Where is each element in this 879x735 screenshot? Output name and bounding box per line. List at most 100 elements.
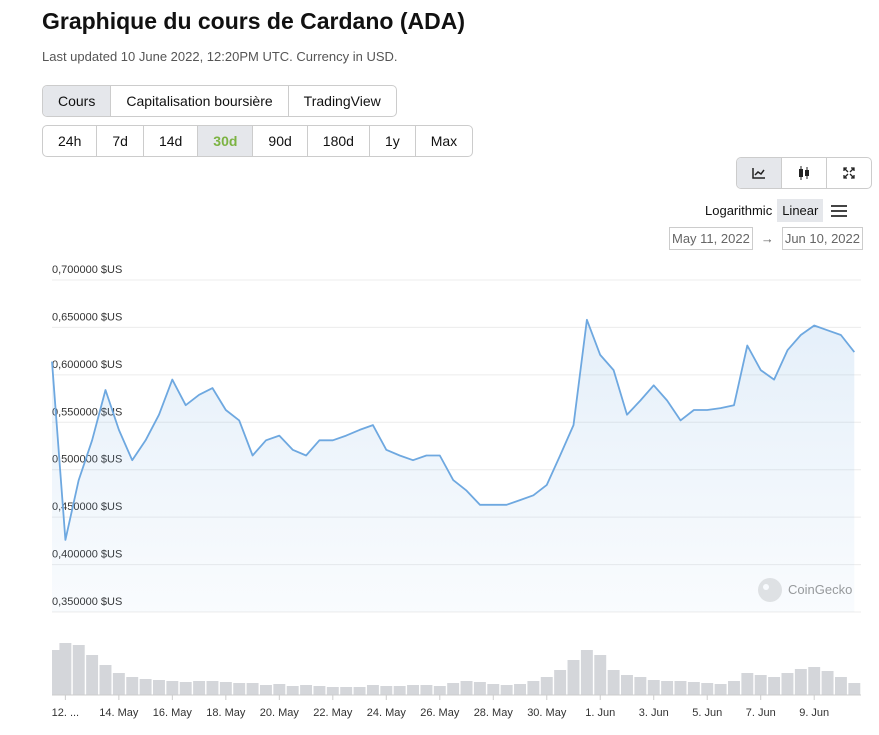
volume-bar bbox=[86, 655, 99, 695]
x-tick-label: 26. May bbox=[420, 707, 460, 719]
x-tick-label: 9. Jun bbox=[799, 707, 829, 719]
range[interactable]: 90d bbox=[253, 126, 308, 156]
volume-bar bbox=[420, 685, 433, 695]
y-tick-label: 0,650000 $US bbox=[52, 311, 122, 323]
range[interactable]: 7d bbox=[97, 126, 144, 156]
volume-bar bbox=[500, 685, 513, 695]
volume-bar bbox=[219, 682, 232, 695]
price-area bbox=[52, 319, 855, 612]
volume-bar bbox=[300, 685, 313, 695]
volume-bar bbox=[808, 667, 821, 695]
volume-bar bbox=[580, 650, 593, 695]
volume-bar bbox=[621, 675, 633, 695]
volume-bar bbox=[540, 677, 553, 695]
volume-bar bbox=[233, 683, 246, 695]
range[interactable]: 180d bbox=[308, 126, 370, 156]
menu[interactable] bbox=[831, 204, 848, 217]
x-tick-label: 12. ... bbox=[52, 707, 80, 719]
volume-bar bbox=[674, 681, 687, 695]
tab[interactable]: Cours bbox=[43, 86, 112, 116]
price-line bbox=[51, 318, 856, 541]
candle-view[interactable] bbox=[782, 158, 827, 188]
title: Graphique du cours de Cardano (ADA) bbox=[42, 8, 465, 34]
volume-bar bbox=[126, 677, 139, 695]
volume-bar bbox=[366, 685, 379, 695]
x-tick-label: 7. Jun bbox=[746, 707, 776, 719]
volume-bar bbox=[554, 670, 567, 695]
y-tick-label: 0,550000 $US bbox=[52, 406, 122, 418]
volume-bar bbox=[139, 679, 152, 695]
date-from[interactable]: May 11, 2022 bbox=[669, 227, 753, 250]
scale-option[interactable]: Logarithmic bbox=[705, 203, 773, 218]
volume-bar bbox=[286, 686, 299, 695]
volume-bar bbox=[647, 680, 660, 695]
watermark-text: CoinGecko bbox=[788, 582, 852, 597]
range[interactable]: 14d bbox=[144, 126, 199, 156]
x-tick-label: 24. May bbox=[367, 707, 407, 719]
line-view[interactable] bbox=[737, 158, 782, 188]
volume-bar bbox=[781, 673, 794, 695]
view-buttons bbox=[736, 157, 872, 189]
x-tick-label: 3. Jun bbox=[639, 707, 669, 719]
volume-bar bbox=[714, 684, 727, 695]
y-tick-label: 0,500000 $US bbox=[52, 454, 122, 466]
volume-bar bbox=[741, 673, 754, 695]
volume-bar bbox=[179, 682, 192, 695]
volume-bar bbox=[153, 680, 165, 695]
volume-bar bbox=[460, 681, 473, 695]
y-tick-label: 0,700000 $US bbox=[52, 264, 122, 276]
x-tick-label: 14. May bbox=[99, 707, 139, 719]
volume-bar bbox=[594, 655, 607, 695]
watermark: CoinGecko bbox=[758, 578, 852, 602]
volume-bar bbox=[727, 681, 740, 695]
volume-bar bbox=[607, 670, 620, 695]
volume-bar bbox=[768, 677, 781, 695]
volume-bar bbox=[206, 681, 219, 695]
tab[interactable]: Capitalisation boursière bbox=[111, 86, 289, 116]
subtitle: Last updated 10 June 2022, 12:20PM UTC. … bbox=[42, 49, 398, 64]
fullscreen[interactable] bbox=[827, 158, 871, 188]
volume-bar bbox=[99, 665, 112, 695]
volume-bar bbox=[112, 673, 125, 695]
range[interactable]: 24h bbox=[43, 126, 98, 156]
volume-bar bbox=[433, 686, 446, 695]
volume-bar bbox=[848, 683, 861, 695]
volume-bar bbox=[340, 687, 353, 695]
x-tick-label: 20. May bbox=[260, 707, 300, 719]
volume-bar bbox=[246, 683, 259, 695]
volume-bar bbox=[353, 687, 366, 695]
scale-option[interactable]: Linear bbox=[777, 199, 824, 222]
x-tick-label: 28. May bbox=[474, 707, 514, 719]
y-tick-label: 0,350000 $US bbox=[52, 596, 122, 608]
volume-bar bbox=[514, 684, 526, 695]
volume-bar bbox=[487, 684, 500, 695]
volume-bar bbox=[527, 681, 540, 695]
x-tick-label: 22. May bbox=[313, 707, 353, 719]
date-to[interactable]: Jun 10, 2022 bbox=[781, 227, 863, 250]
volume-bar bbox=[473, 682, 486, 695]
date-range: May 11, 2022 → Jun 10, 2022 bbox=[669, 227, 863, 250]
volume-bar bbox=[821, 671, 834, 695]
tab[interactable]: TradingView bbox=[303, 93, 381, 109]
volume-bar bbox=[407, 685, 420, 695]
y-tick-label: 0,400000 $US bbox=[52, 549, 122, 561]
range[interactable]: 1y bbox=[370, 126, 416, 156]
range[interactable]: 30d bbox=[198, 126, 254, 156]
volume-bar bbox=[166, 681, 179, 695]
y-tick-label: 0,600000 $US bbox=[52, 359, 122, 371]
volume-bar bbox=[380, 686, 393, 695]
volume-bar bbox=[834, 677, 847, 695]
x-tick-label: 5. Jun bbox=[692, 707, 722, 719]
volume-bar bbox=[326, 687, 339, 695]
volume-bar bbox=[313, 686, 326, 695]
range[interactable]: Max bbox=[430, 133, 458, 149]
volume-bar bbox=[661, 681, 674, 695]
volume-bar bbox=[634, 677, 647, 695]
y-tick-label: 0,450000 $US bbox=[52, 501, 122, 513]
volume-bar bbox=[52, 650, 64, 695]
volume-bar bbox=[72, 645, 85, 695]
ranges: 24h 7d 14d 30d 90d 180d 1y Max bbox=[42, 125, 474, 157]
x-tick-label: 1. Jun bbox=[585, 707, 615, 719]
volume-bar bbox=[393, 686, 406, 695]
